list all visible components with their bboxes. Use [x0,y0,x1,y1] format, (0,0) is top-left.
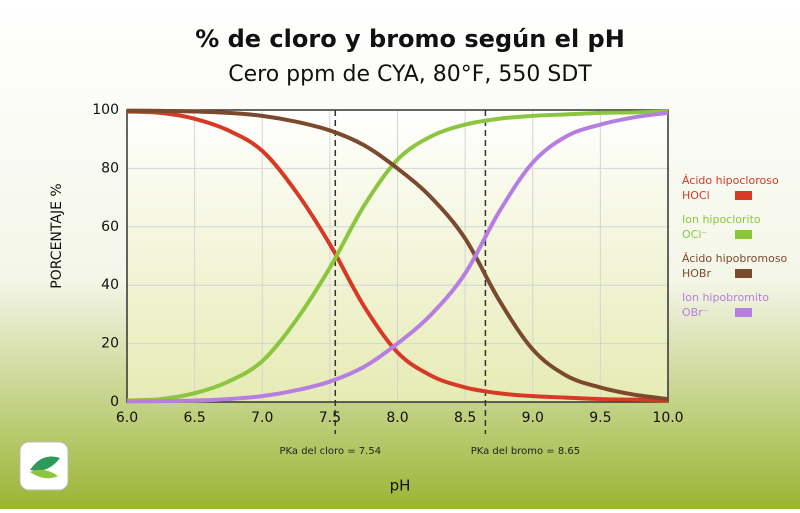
legend-label: Ion hipobromito [682,291,769,304]
y-axis-label: PORCENTAJE % [49,183,65,288]
y-tick-label: 100 [92,102,119,118]
reference-label: PKa del bromo = 8.65 [471,446,580,457]
chart-title: % de cloro y bromo según el pH [195,25,625,53]
x-tick-label: 6.0 [116,410,138,426]
chart-subtitle: Cero ppm de CYA, 80°F, 550 SDT [228,62,592,87]
y-tick-label: 40 [101,277,119,293]
y-tick-label: 20 [101,336,119,352]
legend-swatch [735,191,752,200]
x-tick-label: 8.5 [454,410,476,426]
series-line [126,109,669,403]
x-tick-label: 9.0 [522,410,544,426]
reference-label: PKa del cloro = 7.54 [279,446,381,457]
legend-label: Ion hipoclorito [682,213,761,226]
legend-formula: HOCl [682,189,710,202]
legend-formula: HOBr [682,267,711,280]
x-tick-label: 10.0 [652,410,683,426]
y-tick-label: 60 [101,219,119,235]
x-tick-label: 9.5 [589,410,611,426]
x-tick-label: 7.5 [319,410,341,426]
x-tick-label: 7.0 [251,410,273,426]
y-tick-label: 80 [101,160,119,176]
x-axis-label: pH [390,477,411,495]
legend-swatch [735,269,752,278]
series-line [126,109,669,403]
legend-formula: OBr⁻ [682,306,709,319]
series-line [126,110,669,404]
x-tick-label: 8.0 [386,410,408,426]
series-line [126,108,669,402]
legend-swatch [735,230,752,239]
legend-formula: OCl⁻ [682,228,707,241]
plot-border [126,109,669,403]
logo [19,441,69,491]
legend-label: Ácido hipocloroso [682,174,779,187]
legend-swatch [735,308,752,317]
legend-label: Ácido hipobromoso [682,252,788,265]
y-tick-label: 0 [110,394,119,410]
x-tick-label: 6.5 [183,410,205,426]
